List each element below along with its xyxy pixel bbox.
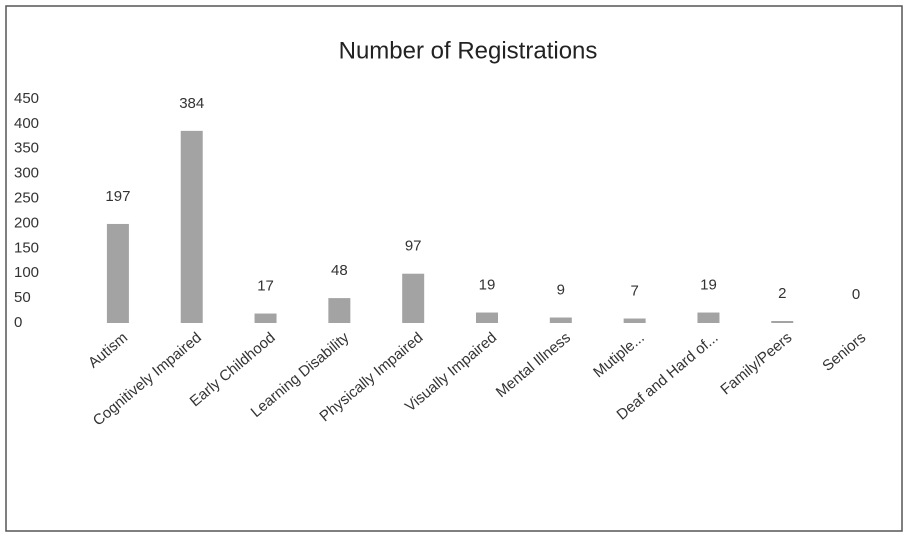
y-tick-label: 250 [14,190,39,207]
bar [476,312,498,323]
data-label: 0 [852,286,860,303]
y-tick-label: 200 [14,214,39,231]
y-tick-label: 50 [14,289,31,306]
data-label: 384 [179,95,204,112]
bar [771,321,794,323]
data-label: 19 [479,277,496,294]
y-tick-label: 350 [14,140,39,157]
bar [254,313,277,323]
bar [328,298,351,323]
y-tick-label: 400 [14,115,39,132]
data-label: 7 [630,282,638,299]
data-label: 19 [700,277,717,294]
y-tick-label: 300 [14,165,39,182]
data-label: 2 [778,285,786,302]
data-label: 197 [105,188,130,205]
bar [697,312,720,323]
bar [180,130,203,323]
y-tick-label: 450 [14,90,39,107]
bar [549,317,572,323]
data-label: 9 [557,281,565,298]
chart-border [5,5,903,532]
data-label: 17 [257,278,274,295]
bar [106,223,129,323]
y-tick-label: 100 [14,264,39,281]
bar [623,318,646,323]
data-label: 97 [405,238,422,255]
chart-title: Number of Registrations [339,37,598,64]
y-tick-label: 0 [14,314,22,331]
data-label: 48 [331,262,348,279]
y-tick-label: 150 [14,239,39,256]
bar [402,273,425,323]
